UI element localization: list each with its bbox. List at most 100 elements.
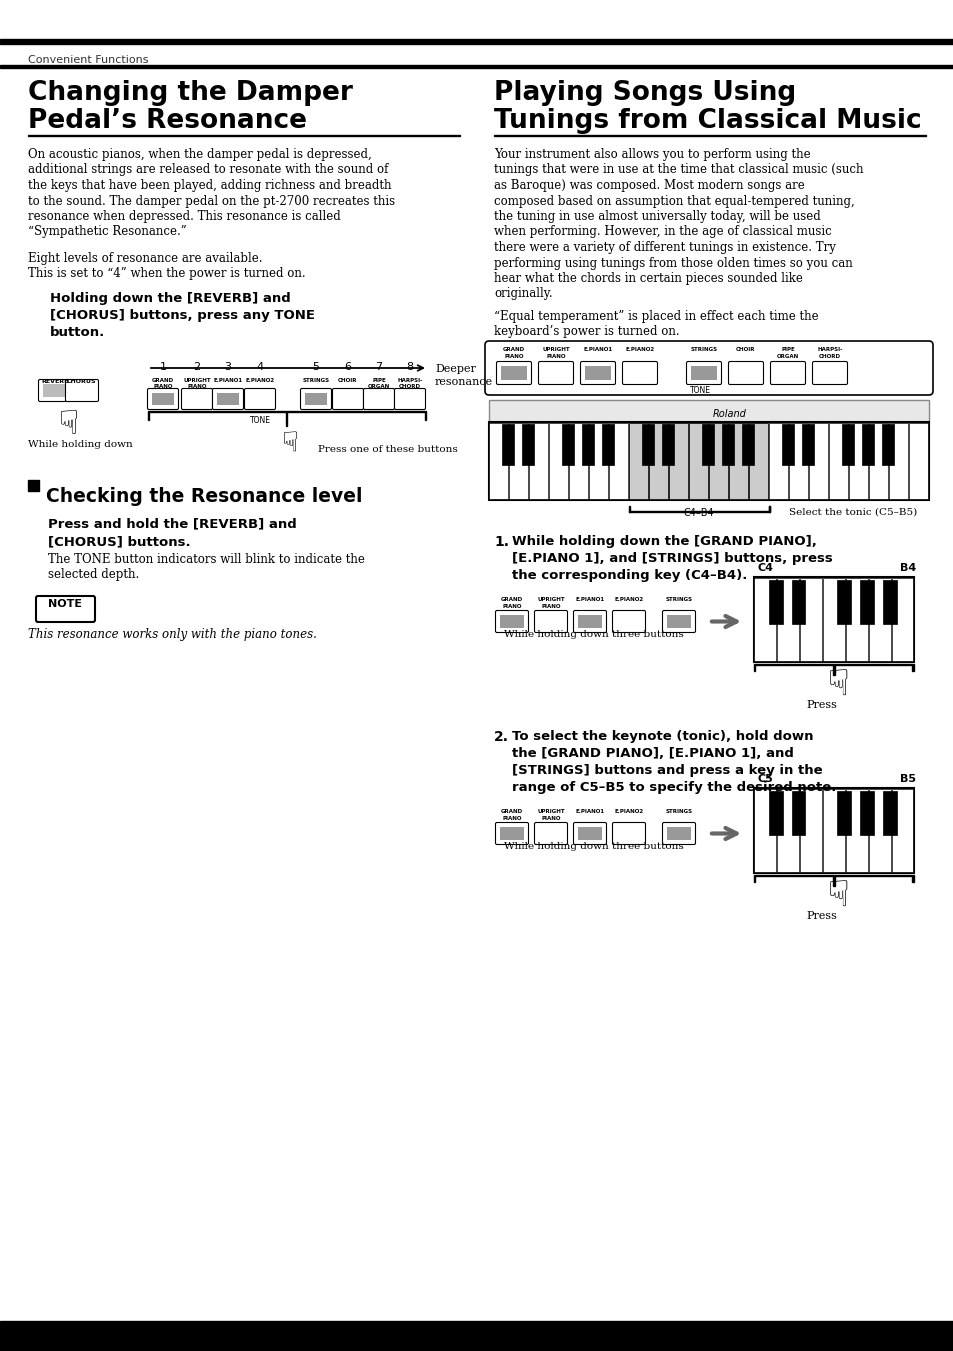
Bar bbox=[666, 615, 690, 628]
Bar bbox=[837, 580, 850, 624]
Text: E.PIANO2: E.PIANO2 bbox=[614, 809, 643, 815]
Bar bbox=[832, 875, 834, 886]
Text: This is set to “4” when the power is turned on.: This is set to “4” when the power is tur… bbox=[28, 267, 305, 280]
Bar bbox=[617, 827, 640, 840]
Bar bbox=[822, 789, 844, 871]
Text: PIANO: PIANO bbox=[504, 354, 523, 358]
Bar bbox=[626, 366, 652, 380]
Text: ☞: ☞ bbox=[816, 880, 850, 912]
Text: PIPE: PIPE bbox=[781, 347, 794, 353]
Bar bbox=[809, 423, 827, 499]
Text: STRINGS: STRINGS bbox=[690, 347, 717, 353]
Bar bbox=[769, 423, 788, 499]
Text: PIANO: PIANO bbox=[501, 816, 521, 820]
Text: PIANO: PIANO bbox=[187, 384, 207, 389]
Text: E.PIANO1: E.PIANO1 bbox=[575, 809, 604, 815]
Bar bbox=[860, 580, 873, 624]
Bar bbox=[791, 580, 804, 624]
Text: CHORD: CHORD bbox=[398, 384, 420, 389]
Bar bbox=[729, 423, 748, 499]
Bar bbox=[629, 423, 648, 499]
Text: selected depth.: selected depth. bbox=[48, 567, 139, 581]
Text: 28: 28 bbox=[28, 1340, 48, 1351]
Text: C5: C5 bbox=[758, 774, 773, 784]
Text: 6: 6 bbox=[344, 362, 351, 372]
Text: Playing Songs Using: Playing Songs Using bbox=[494, 80, 796, 105]
Bar bbox=[841, 424, 853, 465]
Bar bbox=[868, 423, 887, 499]
Text: PIANO: PIANO bbox=[540, 816, 560, 820]
Bar bbox=[28, 135, 459, 136]
Bar bbox=[424, 412, 426, 420]
Text: UPRIGHT: UPRIGHT bbox=[537, 809, 564, 815]
FancyBboxPatch shape bbox=[579, 362, 615, 385]
Text: While holding down three buttons: While holding down three buttons bbox=[503, 842, 683, 851]
FancyBboxPatch shape bbox=[495, 611, 528, 632]
FancyBboxPatch shape bbox=[812, 362, 846, 385]
Bar bbox=[669, 423, 688, 499]
Bar bbox=[832, 665, 834, 676]
Bar bbox=[753, 665, 755, 671]
Text: While holding down: While holding down bbox=[28, 440, 132, 449]
Text: E.PIANO1: E.PIANO1 bbox=[583, 347, 612, 353]
Text: Press one of these buttons: Press one of these buttons bbox=[317, 444, 457, 454]
Bar bbox=[249, 393, 271, 405]
Text: STRINGS: STRINGS bbox=[665, 597, 692, 603]
Text: PIANO: PIANO bbox=[546, 354, 565, 358]
Bar bbox=[888, 423, 907, 499]
Text: E.PIANO2: E.PIANO2 bbox=[625, 347, 654, 353]
Text: “Sympathetic Resonance.”: “Sympathetic Resonance.” bbox=[28, 226, 187, 239]
Text: 7: 7 bbox=[375, 362, 382, 372]
Text: Convenient Functions: Convenient Functions bbox=[28, 55, 149, 65]
Bar bbox=[891, 789, 913, 871]
Text: CHOIR: CHOIR bbox=[736, 347, 755, 353]
Bar bbox=[709, 423, 728, 499]
Text: Checking the Resonance level: Checking the Resonance level bbox=[46, 486, 362, 507]
Bar bbox=[768, 507, 770, 512]
Bar bbox=[186, 393, 208, 405]
Bar bbox=[689, 423, 708, 499]
Text: Holding down the [REVERB] and: Holding down the [REVERB] and bbox=[50, 292, 291, 305]
Bar bbox=[521, 424, 534, 465]
Bar bbox=[753, 874, 913, 875]
Text: While holding down the [GRAND PIANO],: While holding down the [GRAND PIANO], bbox=[512, 535, 816, 549]
Text: 8: 8 bbox=[406, 362, 414, 372]
FancyBboxPatch shape bbox=[537, 362, 573, 385]
Bar bbox=[882, 790, 896, 835]
Text: the corresponding key (C4–B4).: the corresponding key (C4–B4). bbox=[512, 569, 746, 582]
Text: B4: B4 bbox=[899, 563, 915, 573]
Bar bbox=[561, 424, 574, 465]
Bar bbox=[500, 366, 526, 380]
Bar bbox=[628, 507, 630, 512]
Bar bbox=[578, 827, 601, 840]
Bar bbox=[868, 789, 890, 871]
Bar bbox=[816, 366, 842, 380]
Text: To select the keynote (tonic), hold down: To select the keynote (tonic), hold down bbox=[512, 730, 813, 743]
Bar bbox=[601, 424, 614, 465]
Bar bbox=[509, 423, 528, 499]
FancyBboxPatch shape bbox=[38, 380, 71, 401]
Text: the tuning in use almost universally today, will be used: the tuning in use almost universally tod… bbox=[494, 209, 820, 223]
Bar bbox=[43, 384, 67, 397]
Bar bbox=[569, 423, 588, 499]
Text: 1: 1 bbox=[159, 362, 167, 372]
Text: STRINGS: STRINGS bbox=[665, 809, 692, 815]
Bar bbox=[690, 366, 717, 380]
Bar bbox=[216, 393, 239, 405]
Text: additional strings are released to resonate with the sound of: additional strings are released to reson… bbox=[28, 163, 388, 177]
Bar bbox=[661, 424, 673, 465]
Bar bbox=[489, 423, 508, 499]
Bar bbox=[609, 423, 628, 499]
Bar bbox=[617, 615, 640, 628]
Text: Press: Press bbox=[805, 700, 836, 711]
Text: HARPSI-: HARPSI- bbox=[817, 347, 841, 353]
Text: On acoustic pianos, when the damper pedal is depressed,: On acoustic pianos, when the damper peda… bbox=[28, 149, 372, 161]
Text: Your instrument also allows you to perform using the: Your instrument also allows you to perfo… bbox=[494, 149, 810, 161]
Text: PIPE: PIPE bbox=[372, 378, 385, 382]
Bar bbox=[753, 577, 913, 662]
Text: CHORUS: CHORUS bbox=[67, 380, 96, 384]
Bar bbox=[791, 790, 804, 835]
Bar bbox=[529, 423, 548, 499]
Text: to the sound. The damper pedal on the pt-2700 recreates this: to the sound. The damper pedal on the pt… bbox=[28, 195, 395, 208]
Bar bbox=[848, 423, 867, 499]
